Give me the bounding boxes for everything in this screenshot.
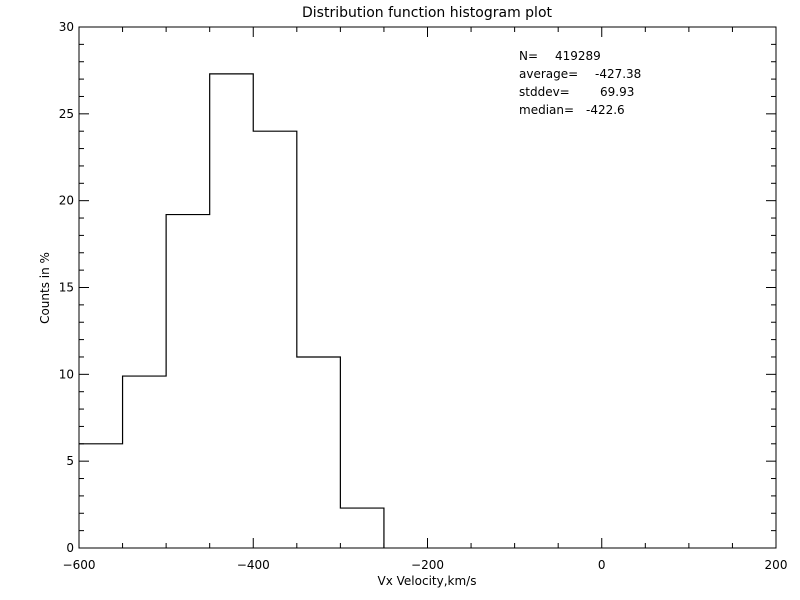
histogram-bar: [340, 508, 384, 548]
tick-labels: −600 −400 −200 0 200 0 5 10 15 20 25 30: [59, 20, 788, 572]
stat-average-value: -427.38: [595, 67, 641, 81]
histogram-bar: [79, 444, 123, 548]
stats-box: N= 419289 average= -427.38 stddev= 69.93…: [519, 49, 641, 117]
stat-average-label: average=: [519, 67, 578, 81]
x-tick-label: 0: [598, 558, 606, 572]
stat-median-label: median=: [519, 103, 574, 117]
x-tick-label: −400: [237, 558, 270, 572]
y-tick-label: 30: [59, 20, 74, 34]
stat-n-label: N=: [519, 49, 538, 63]
chart-title: Distribution function histogram plot: [302, 5, 553, 21]
histogram-bins: [79, 74, 384, 548]
x-tick-label: −200: [411, 558, 444, 572]
x-axis-label: Vx Velocity,km/s: [378, 574, 477, 588]
y-tick-label: 0: [66, 541, 74, 555]
histogram-outline: [79, 73, 385, 548]
y-tick-label: 15: [59, 281, 74, 295]
histogram-bar: [210, 74, 254, 548]
y-tick-label: 10: [59, 367, 74, 381]
y-axis-label: Counts in %: [38, 252, 52, 324]
y-tick-label: 20: [59, 194, 74, 208]
histogram-bar: [253, 131, 297, 548]
histogram-bar: [297, 357, 341, 548]
stat-stddev-label: stddev=: [519, 85, 570, 99]
y-tick-label: 25: [59, 107, 74, 121]
x-tick-label: 200: [765, 558, 788, 572]
axis-ticks: [78, 26, 777, 549]
stat-n-value: 419289: [555, 49, 601, 63]
histogram-bar: [123, 376, 167, 548]
stat-median-value: -422.6: [586, 103, 625, 117]
y-tick-label: 5: [66, 454, 74, 468]
x-tick-label: −600: [63, 558, 96, 572]
stat-stddev-value: 69.93: [600, 85, 634, 99]
histogram-bar: [166, 215, 210, 548]
